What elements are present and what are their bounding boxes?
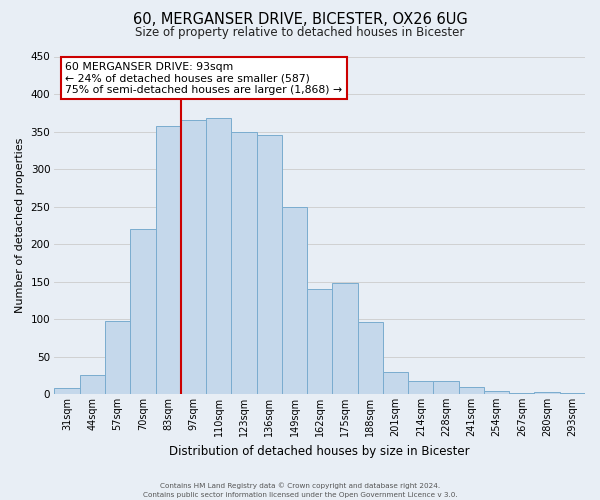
Bar	[560, 392, 585, 394]
Bar	[307, 289, 332, 394]
Bar	[535, 392, 560, 394]
Bar	[484, 391, 509, 394]
Bar	[105, 320, 130, 394]
Bar	[80, 376, 105, 394]
Text: Size of property relative to detached houses in Bicester: Size of property relative to detached ho…	[136, 26, 464, 39]
Bar	[358, 322, 383, 394]
Bar	[408, 380, 433, 394]
Bar	[55, 388, 80, 394]
Bar	[509, 392, 535, 394]
Y-axis label: Number of detached properties: Number of detached properties	[15, 138, 25, 313]
Text: Contains HM Land Registry data © Crown copyright and database right 2024.: Contains HM Land Registry data © Crown c…	[160, 482, 440, 489]
Bar	[383, 372, 408, 394]
Bar	[433, 380, 458, 394]
X-axis label: Distribution of detached houses by size in Bicester: Distribution of detached houses by size …	[169, 444, 470, 458]
Bar	[155, 126, 181, 394]
Text: Contains public sector information licensed under the Open Government Licence v : Contains public sector information licen…	[143, 492, 457, 498]
Bar	[181, 120, 206, 394]
Bar	[257, 136, 282, 394]
Bar	[282, 206, 307, 394]
Bar	[458, 386, 484, 394]
Text: 60 MERGANSER DRIVE: 93sqm
← 24% of detached houses are smaller (587)
75% of semi: 60 MERGANSER DRIVE: 93sqm ← 24% of detac…	[65, 62, 342, 95]
Bar	[130, 229, 155, 394]
Text: 60, MERGANSER DRIVE, BICESTER, OX26 6UG: 60, MERGANSER DRIVE, BICESTER, OX26 6UG	[133, 12, 467, 28]
Bar	[232, 132, 257, 394]
Bar	[206, 118, 232, 394]
Bar	[332, 283, 358, 394]
